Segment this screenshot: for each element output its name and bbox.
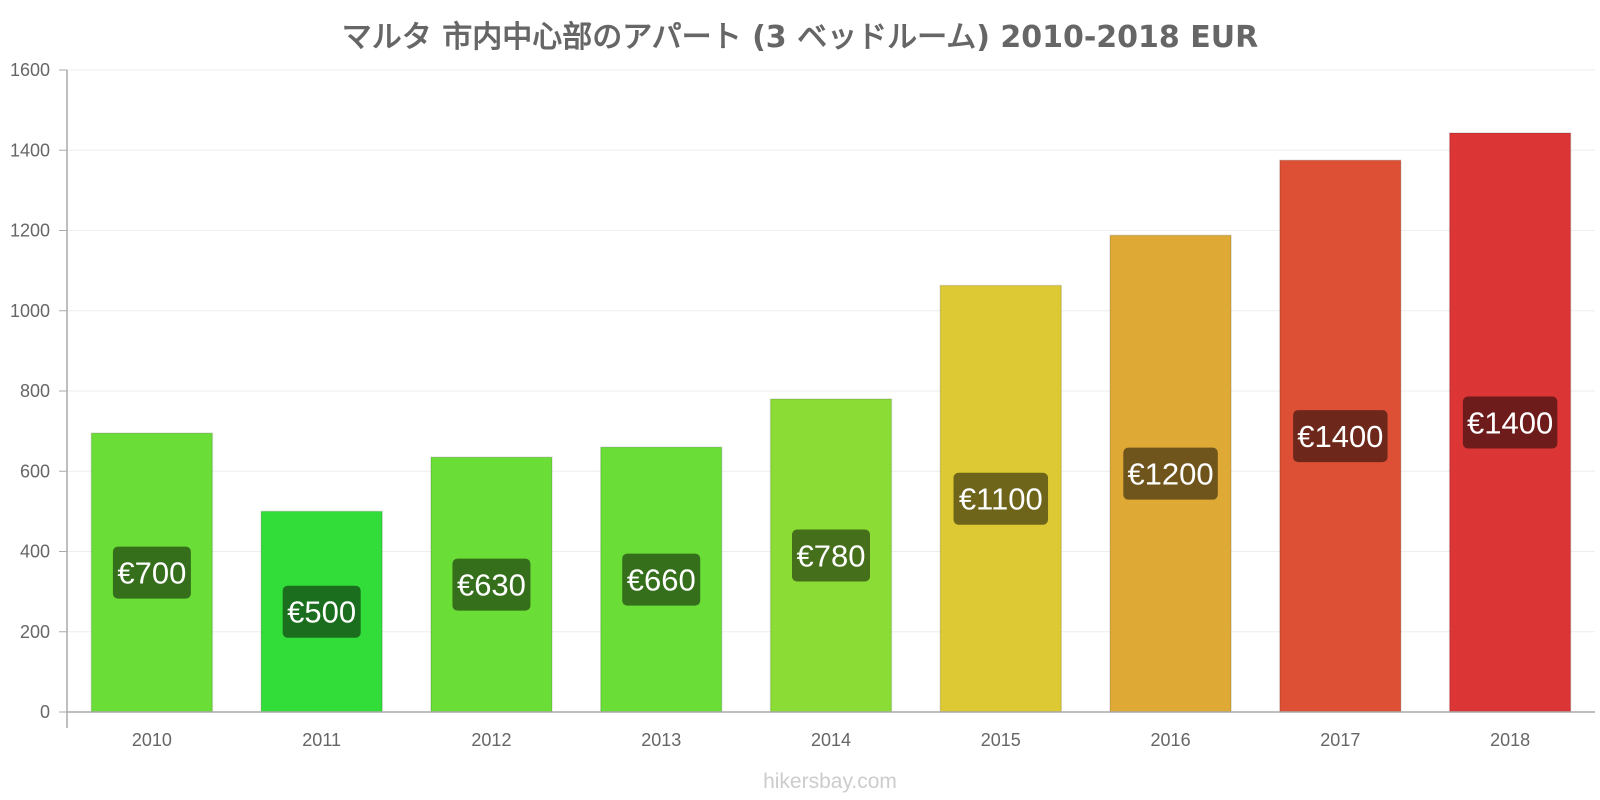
chart-title: マルタ 市内中心部のアパート (3 ベッドルーム) 2010-2018 EUR: [342, 20, 1258, 55]
data-label-box: [622, 553, 701, 606]
x-tick-label: 2012: [471, 730, 511, 750]
y-tick-label: 1200: [10, 221, 50, 241]
data-labels: €700 €500 €630 €660 €780 €1100 €1200 €1400 €1400: [112, 396, 1558, 638]
data-label-box: [112, 546, 191, 599]
data-label: €1400: [1297, 419, 1383, 454]
data-label-box: [1293, 410, 1388, 463]
data-label: €700: [117, 556, 186, 591]
x-axis: 2010 2011 2012 2013 2014 2015 2016 2017 2018: [67, 711, 1595, 750]
data-label: €630: [457, 568, 526, 603]
x-tick-label: 2017: [1320, 730, 1360, 750]
x-tick-label: 2013: [641, 730, 681, 750]
data-label: €500: [287, 595, 356, 630]
watermark: hikersbay.com: [763, 770, 897, 793]
y-tick-label: 0: [40, 702, 50, 722]
data-label-box: [1123, 447, 1218, 500]
data-label-box: [953, 472, 1049, 525]
data-label: €1400: [1467, 405, 1553, 440]
y-tick-label: 600: [20, 461, 50, 481]
data-label-box: [792, 529, 870, 582]
data-label: €1200: [1127, 457, 1213, 492]
y-tick-label: 1400: [10, 140, 50, 160]
data-label: €780: [797, 539, 866, 574]
y-tick-label: 1000: [10, 301, 50, 321]
data-label: €660: [627, 563, 696, 598]
y-tick-label: 400: [20, 542, 50, 562]
x-tick-label: 2015: [981, 730, 1021, 750]
x-tick-label: 2010: [132, 730, 172, 750]
y-tick-label: 1600: [10, 60, 50, 80]
data-label: €1100: [959, 482, 1043, 517]
data-label-box: [282, 585, 361, 638]
x-tick-label: 2014: [811, 730, 851, 750]
x-tick-label: 2018: [1490, 730, 1530, 750]
y-axis: 0 200 400 600 800 1000 1200 1400 1600: [10, 60, 68, 728]
y-tick-label: 800: [20, 381, 50, 401]
data-label-box: [452, 558, 531, 611]
x-tick-label: 2011: [302, 730, 341, 750]
data-label-box: [1462, 396, 1558, 449]
y-tick-label: 200: [20, 622, 50, 642]
bars: [90, 132, 1572, 713]
x-tick-label: 2016: [1151, 730, 1191, 750]
